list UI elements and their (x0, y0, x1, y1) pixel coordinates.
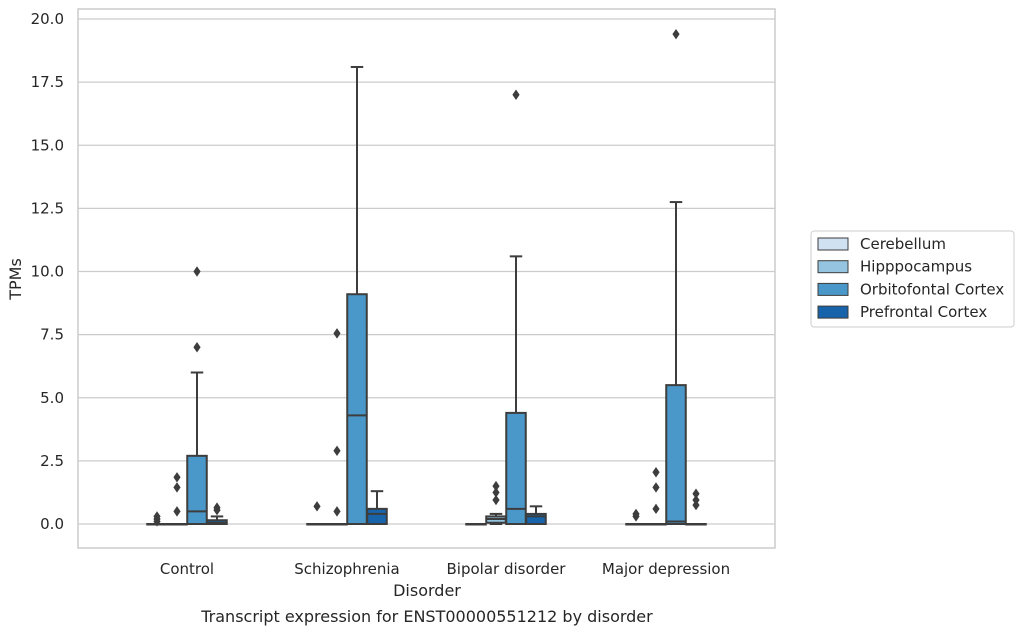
box-body (665, 384, 687, 525)
outlier-point (492, 480, 500, 492)
box-prefrontal-cortex-bipolar-disorder (525, 505, 547, 526)
legend-swatch (817, 260, 849, 274)
boxes-layer (146, 28, 707, 527)
outlier-point (652, 503, 660, 515)
box-hipppocampus-major-depression (645, 467, 667, 526)
legend-swatch (817, 237, 849, 251)
outlier-point (153, 511, 161, 522)
outlier-point (193, 342, 201, 353)
box-prefrontal-cortex-control (206, 502, 228, 526)
outlier-point (213, 502, 221, 513)
x-axis-label: Disorder (393, 581, 461, 600)
box-orbitofontal-cortex-major-depression (665, 28, 687, 525)
box-hipppocampus-control (166, 472, 188, 526)
outlier-point (632, 508, 640, 520)
box-body (346, 293, 368, 525)
outlier-point (173, 482, 181, 493)
x-tick-labels: Control Schizophrenia Bipolar disorder Majo… (160, 560, 730, 578)
outlier-point (333, 328, 341, 339)
box-body (366, 507, 388, 526)
x-tick-label: Control (160, 560, 214, 578)
box-orbitofontal-cortex-control (186, 266, 208, 526)
outlier-point (672, 28, 680, 40)
outlier-point (652, 467, 660, 478)
outlier-point (652, 482, 660, 493)
legend-label: Cerebellum (860, 235, 946, 253)
outlier-point (512, 89, 520, 100)
legend: Cerebellum Hipppocampus Orbitofontal Corte… (810, 230, 1015, 328)
legend-label: Prefrontal Cortex (860, 303, 987, 321)
y-axis-label: TPMs (6, 258, 25, 301)
y-tick-label: 15.0 (31, 136, 64, 154)
legend-swatch (817, 305, 849, 319)
outlier-point (333, 506, 341, 517)
y-tick-label: 0.0 (40, 515, 64, 533)
y-tick-label: 20.0 (31, 10, 64, 28)
y-tick-label: 7.5 (40, 326, 64, 344)
chart-caption: Transcript expression for ENST0000055121… (200, 607, 653, 626)
y-tick-label: 5.0 (40, 389, 64, 407)
x-tick-label: Bipolar disorder (447, 560, 567, 578)
y-tick-label: 2.5 (40, 452, 64, 470)
y-tick-labels: 0.0 2.5 5.0 7.5 10.0 12.5 15.0 17.5 20.0 (31, 10, 64, 533)
outlier-point (173, 506, 181, 517)
y-tick-label: 12.5 (31, 199, 64, 217)
outlier-point (492, 494, 500, 506)
box-hipppocampus-schizophrenia (326, 328, 348, 526)
box-cerebellum-control (146, 511, 168, 527)
legend-label: Hipppocampus (860, 258, 972, 276)
legend-label: Orbitofontal Cortex (860, 280, 1004, 298)
outlier-point (173, 472, 181, 483)
legend-frame (810, 230, 1015, 328)
box-cerebellum-major-depression (625, 508, 647, 526)
box-orbitofontal-cortex-bipolar-disorder (505, 89, 527, 525)
box-body (186, 454, 208, 526)
outlier-point (313, 501, 321, 512)
outlier-point (333, 445, 341, 456)
box-cerebellum-bipolar-disorder (465, 523, 487, 526)
x-tick-label: Schizophrenia (294, 560, 399, 578)
box-body (525, 512, 547, 526)
y-tick-label: 17.5 (31, 73, 64, 91)
y-tick-label: 10.0 (31, 263, 64, 281)
outlier-point (692, 488, 700, 499)
box-hipppocampus-bipolar-disorder (485, 480, 507, 525)
box-cerebellum-schizophrenia (306, 501, 328, 526)
box-body (505, 411, 527, 525)
box-prefrontal-cortex-major-depression (685, 488, 707, 526)
plot-frame (77, 8, 776, 549)
x-tick-label: Major depression (602, 560, 730, 578)
box-prefrontal-cortex-schizophrenia (366, 490, 388, 526)
outlier-point (692, 494, 700, 506)
box-orbitofontal-cortex-schizophrenia (346, 65, 368, 525)
outlier-point (193, 266, 201, 277)
legend-swatch (817, 282, 849, 296)
outlier-point (492, 487, 500, 498)
